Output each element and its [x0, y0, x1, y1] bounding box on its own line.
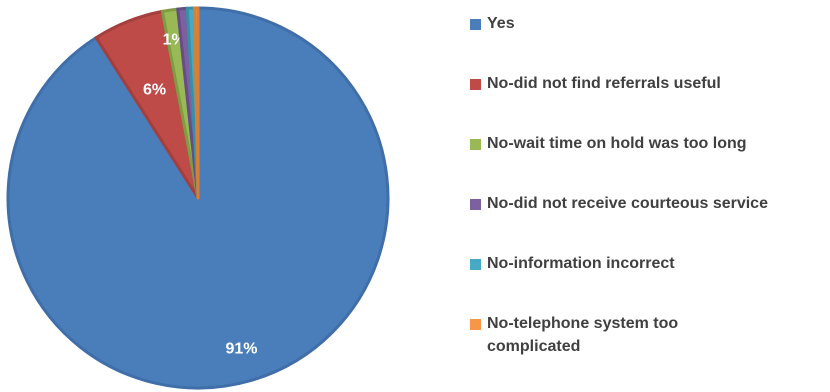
- legend-item-information: No-information incorrect: [470, 255, 675, 275]
- legend-label: No-information incorrect: [487, 255, 675, 272]
- legend-swatch-telephone: [470, 319, 481, 330]
- legend-swatch-referrals: [470, 79, 481, 90]
- legend-item-yes: Yes: [470, 15, 515, 35]
- legend-label: No-did not find referrals useful: [487, 75, 721, 92]
- legend-label: No-telephone system too complicated: [487, 315, 679, 355]
- legend-item-courteous: No-did not receive courteous service: [470, 195, 768, 215]
- legend-item-referrals: No-did not find referrals useful: [470, 75, 721, 95]
- legend-label: No-wait time on hold was too long: [487, 135, 747, 152]
- slice-data-label: 6%: [143, 82, 166, 99]
- legend-label: No-did not receive courteous service: [487, 195, 768, 212]
- legend-swatch-information: [470, 259, 481, 270]
- slice-data-label: 91%: [225, 341, 257, 358]
- legend-swatch-yes: [470, 19, 481, 30]
- legend-swatch-wait-time: [470, 139, 481, 150]
- pie-chart: 91%6%1%: [6, 6, 390, 390]
- legend-swatch-courteous: [470, 199, 481, 210]
- legend-label: Yes: [487, 15, 515, 32]
- pie-slice: [192, 6, 200, 200]
- legend-item-wait-time: No-wait time on hold was too long: [470, 135, 747, 155]
- legend-item-telephone: No-telephone system too complicated: [470, 315, 747, 358]
